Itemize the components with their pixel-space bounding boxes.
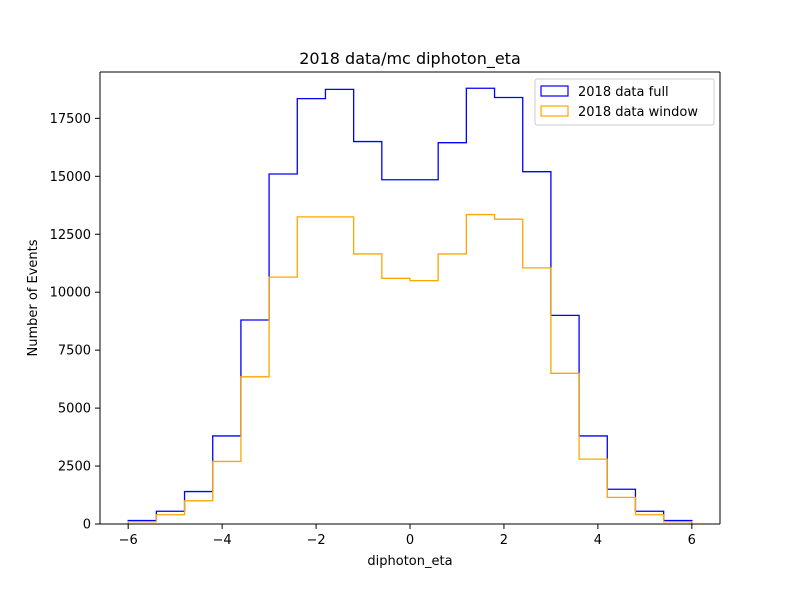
legend-swatch-data-full bbox=[540, 85, 569, 97]
y-tick-label: 7500 bbox=[58, 344, 91, 359]
y-tick-label: 15000 bbox=[50, 170, 91, 185]
y-tick-label: 2500 bbox=[58, 460, 91, 475]
legend-swatch-data-window bbox=[540, 105, 569, 117]
legend: 2018 data full 2018 data window bbox=[534, 78, 715, 126]
y-tick-label: 17500 bbox=[50, 112, 91, 127]
x-axis-ticks: −6 −4 −2 0 2 4 6 bbox=[119, 524, 696, 548]
x-tick-label: −6 bbox=[119, 533, 138, 548]
y-tick-label: 12500 bbox=[50, 228, 91, 243]
y-axis-ticks: 0 2500 5000 7500 10000 12500 15000 17500 bbox=[50, 112, 100, 533]
x-axis-label: diphoton_eta bbox=[367, 554, 452, 569]
y-tick-label: 0 bbox=[83, 518, 91, 533]
legend-box bbox=[534, 78, 715, 126]
series-step-1 bbox=[127, 213, 693, 524]
series-step-0 bbox=[127, 87, 693, 524]
x-tick-label: 6 bbox=[688, 533, 696, 548]
y-tick-label: 5000 bbox=[58, 402, 91, 417]
plot-area bbox=[100, 72, 720, 524]
x-tick-label: 0 bbox=[406, 533, 414, 548]
y-axis-label: Number of Events bbox=[26, 239, 41, 356]
legend-label-data-full: 2018 data full bbox=[578, 85, 669, 100]
x-tick-label: −2 bbox=[306, 533, 325, 548]
x-tick-label: −4 bbox=[213, 533, 232, 548]
x-tick-label: 2 bbox=[500, 533, 508, 548]
series-layer bbox=[127, 87, 693, 524]
y-tick-label: 10000 bbox=[50, 286, 91, 301]
chart-title: 2018 data/mc diphoton_eta bbox=[299, 49, 521, 69]
x-tick-label: 4 bbox=[594, 533, 602, 548]
legend-label-data-window: 2018 data window bbox=[578, 105, 698, 120]
